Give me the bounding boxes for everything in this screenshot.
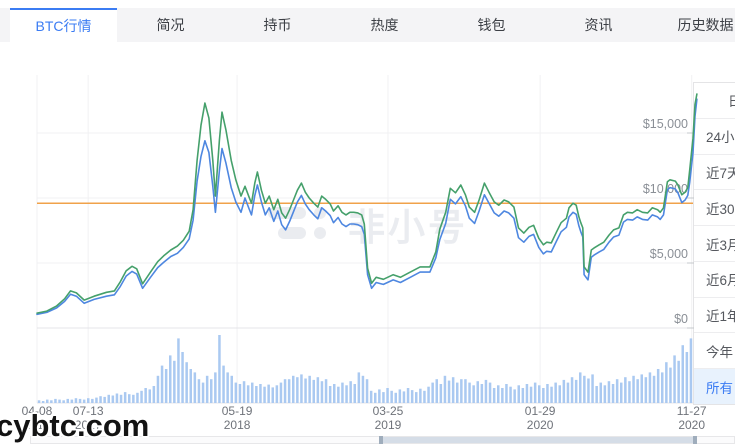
time-range-panel: 日K24小时近7天近30天近3月近6月近1年今年所有 [693,82,735,405]
feixiaohao-watermark-text: 非小号 [348,207,468,248]
range-option[interactable]: 所有 [694,369,735,405]
range-option[interactable]: 今年 [694,333,735,370]
range-option[interactable]: 24小时 [694,119,735,155]
range-option[interactable]: 近7天 [694,155,735,191]
range-option[interactable]: 近1年 [694,298,735,334]
y-axis-tick-label: $10,000 [642,182,688,196]
tab-3[interactable]: 热度 [370,17,399,33]
zoom-slider-window[interactable] [379,436,697,444]
tab-5[interactable]: 资讯 [584,17,613,33]
feixiaohao-logo-icon [268,203,338,245]
price-chart-area: 非小号 $0 $5,000 $10,000 $15,000 04-08 2017 07-1… [0,42,735,445]
range-option[interactable]: 近30天 [694,190,735,227]
tab-bar: BTC行情 简况 持币 热度 钱包 资讯 历史数据 [0,0,735,42]
feixiaohao-watermark: 非小号 [268,197,468,251]
tab-4[interactable]: 钱包 [477,17,506,33]
range-option[interactable]: 近3月 [694,226,735,262]
x-axis-tick-label: 04-08 2017 [21,404,53,432]
x-axis-tick-label: 05-19 2018 [221,404,253,432]
x-axis-tick-label: 07-13 2017 [72,404,104,432]
y-axis-tick-label: $5,000 [649,247,688,261]
cybtc-watermark: cybtc.com [0,408,150,443]
range-option[interactable]: 近6月 [694,262,735,298]
x-axis-tick-label: 01-29 2020 [524,404,556,432]
tab-btc-quotes[interactable]: BTC行情 [10,8,117,42]
y-axis-tick-label: $15,000 [642,117,688,131]
range-option[interactable]: 日K [694,83,735,119]
tab-6[interactable]: 历史数据 [677,17,734,33]
x-axis-tick-label: 03-25 2019 [372,404,404,432]
y-axis-tick-label: $0 [674,312,688,326]
x-axis-tick-label: 11-27 2020 [676,404,707,432]
tab-1[interactable]: 简况 [156,17,185,33]
tab-2[interactable]: 持币 [263,17,292,33]
tab-strip: BTC行情 简况 持币 热度 钱包 资讯 历史数据 [0,8,735,42]
